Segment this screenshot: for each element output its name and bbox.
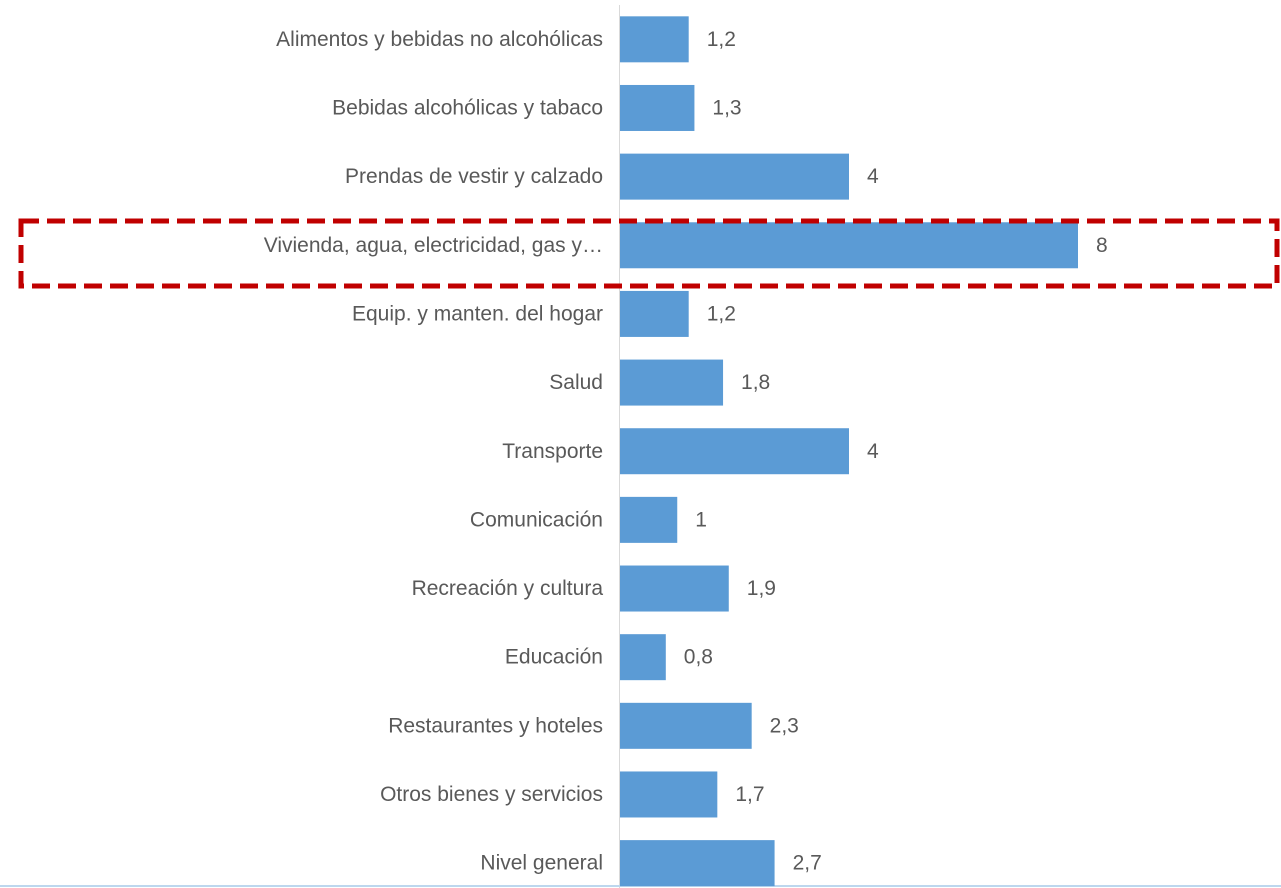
value-label: 1,8	[741, 371, 770, 394]
bar	[620, 290, 689, 337]
bar	[620, 840, 775, 887]
value-label: 8	[1096, 234, 1108, 257]
category-label: Salud	[549, 371, 603, 394]
bar	[620, 634, 666, 681]
plot: Alimentos y bebidas no alcohólicas 1,2 Beb…	[264, 16, 1108, 887]
value-label: 4	[867, 440, 879, 463]
value-label: 1	[695, 508, 707, 531]
value-label: 1,7	[735, 783, 764, 806]
bar	[620, 565, 729, 612]
bar	[620, 16, 689, 63]
bar	[620, 771, 718, 818]
category-label: Transporte	[502, 440, 603, 463]
bar	[620, 359, 724, 406]
category-label: Nivel general	[480, 852, 603, 875]
bar	[620, 428, 849, 475]
category-label: Alimentos y bebidas no alcohólicas	[276, 28, 603, 51]
value-label: 1,2	[707, 302, 736, 325]
category-label: Prendas de vestir y calzado	[345, 165, 603, 188]
category-label: Equip. y manten. del hogar	[352, 302, 603, 325]
value-label: 2,3	[770, 714, 799, 737]
value-label: 4	[867, 165, 879, 188]
bar	[620, 496, 678, 543]
category-label: Educación	[505, 646, 603, 669]
value-label: 1,3	[712, 97, 741, 120]
bar	[620, 153, 849, 200]
value-label: 1,9	[747, 577, 776, 600]
category-label: Bebidas alcohólicas y tabaco	[332, 97, 603, 120]
category-label: Otros bienes y servicios	[380, 783, 603, 806]
category-label: Comunicación	[470, 508, 603, 531]
category-label: Restaurantes y hoteles	[388, 714, 603, 737]
value-label: 1,2	[707, 28, 736, 51]
value-label: 0,8	[684, 646, 713, 669]
highlight-box	[18, 218, 1280, 289]
value-label: 2,7	[793, 852, 822, 875]
bar	[620, 84, 695, 131]
bar	[620, 702, 752, 749]
category-label: Vivienda, agua, electricidad, gas y…	[264, 234, 603, 257]
category-label: Recreación y cultura	[412, 577, 604, 600]
bar	[620, 222, 1078, 269]
